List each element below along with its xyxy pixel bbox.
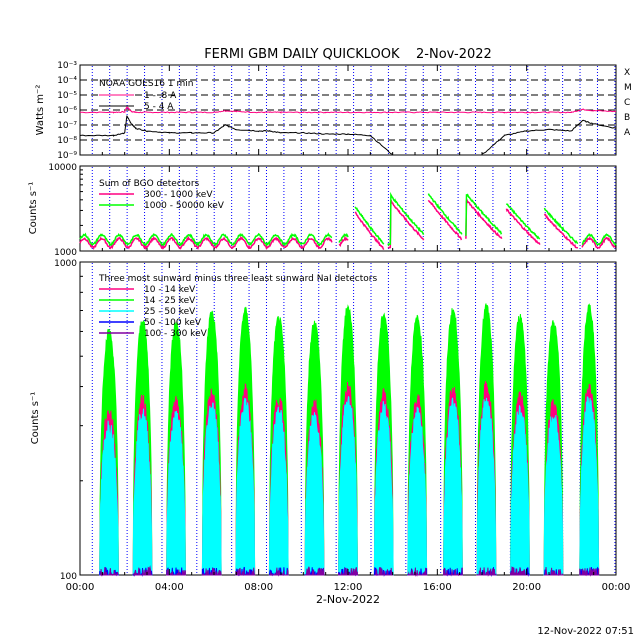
bgo-y-axis-label: Counts s⁻¹ (28, 182, 39, 235)
nai-series-band (133, 565, 152, 577)
nai-panel: 1000 100 Three most sunward minus three l… (30, 259, 617, 582)
nai-series-band (543, 415, 564, 576)
x-tick-label: 08:00 (244, 582, 273, 593)
nai-series-band (235, 567, 256, 577)
nai-legend-entry: 25 - 50 keV (144, 307, 196, 317)
nai-series-band (268, 406, 289, 576)
x-axis-ticks: 00:00 04:00 08:00 12:00 16:00 20:00 00:00 (66, 65, 631, 593)
nai-y-axis-label: Counts s⁻¹ (30, 392, 41, 445)
nai-series-band (544, 567, 564, 576)
nai-series-band (373, 401, 394, 576)
bgo-series-line (79, 198, 617, 251)
goes-class-label: A (624, 128, 631, 138)
y-tick-label: 10⁻⁶ (57, 106, 77, 116)
nai-series-band (166, 410, 186, 576)
nai-legend-title: Three most sunward minus three least sun… (98, 274, 377, 284)
nai-series-band (166, 569, 186, 576)
x-tick-label: 04:00 (155, 582, 184, 593)
y-tick-label: 1000 (54, 259, 77, 269)
goes-class-label: C (624, 98, 630, 108)
bgo-legend-entry: 1000 - 50000 keV (144, 201, 225, 211)
y-tick-label: 10⁻⁸ (57, 136, 77, 146)
nai-series-band (305, 566, 325, 576)
goes-legend-title: NOAA GOES16 1 min (99, 79, 193, 89)
goes-series (79, 106, 617, 155)
goes-class-label: X (624, 68, 630, 78)
nai-series-band (201, 402, 222, 576)
goes-class-label: B (624, 113, 630, 123)
y-tick-label: 100 (60, 572, 77, 582)
nai-series-band (510, 405, 530, 576)
y-tick-label: 10000 (48, 163, 77, 173)
x-axis-label: 2-Nov-2022 (316, 593, 380, 606)
nai-series-band (579, 567, 600, 577)
y-tick-label: 10⁻⁷ (57, 121, 77, 131)
nai-series-band (476, 397, 497, 576)
bgo-legend-title: Sum of BGO detectors (99, 179, 200, 189)
goes-series-line (79, 115, 617, 155)
nai-series-band (304, 412, 325, 576)
x-tick-label: 16:00 (423, 582, 452, 593)
nai-series-band (475, 567, 496, 577)
nai-series-band (407, 567, 428, 577)
nai-series-band (132, 408, 153, 576)
x-tick-label: 20:00 (512, 582, 541, 593)
nai-orbit-lines (91, 263, 616, 574)
goes-class-label: M (624, 83, 632, 93)
y-tick-label: 10⁻⁹ (57, 151, 77, 161)
nai-legend-entry: 100 - 300 keV (144, 329, 208, 339)
nai-series-band (269, 567, 289, 577)
nai-series-band (407, 406, 428, 576)
nai-series-band (235, 397, 256, 576)
goes-series-line (80, 106, 617, 114)
bgo-orbit-lines (91, 167, 616, 250)
goes-class-lines (80, 79, 616, 141)
goes-legend-entry: 5 - 4 A (144, 102, 174, 112)
nai-series-band (201, 568, 222, 576)
bgo-legend-entry: 300 - 1000 keV (144, 190, 213, 200)
nai-series (99, 303, 600, 577)
nai-legend-entry: 14 - 25 keV (144, 296, 196, 306)
footer-timestamp: 12-Nov-2022 07:51 (537, 626, 634, 637)
nai-series-band (99, 420, 119, 576)
nai-series-band (443, 397, 463, 576)
goes-legend-entry: 1 - .8 A (144, 91, 177, 101)
nai-legend-entry: 10 - 14 keV (144, 285, 196, 295)
nai-y-ticks: 1000 100 (54, 259, 86, 582)
y-tick-label: 1000 (54, 248, 77, 258)
y-tick-label: 10⁻³ (57, 61, 77, 71)
y-tick-label: 10⁻⁴ (57, 76, 77, 86)
goes-y-axis-label: Watts m⁻² (35, 85, 46, 136)
y-tick-label: 10⁻⁵ (57, 91, 77, 101)
x-tick-label: 00:00 (602, 582, 631, 593)
nai-legend-entry: 50 - 100 keV (144, 318, 202, 328)
goes-y-ticks: 10⁻³ 10⁻⁴ 10⁻⁵ 10⁻⁶ 10⁻⁷ 10⁻⁸ 10⁻⁹ (57, 61, 86, 161)
chart-title: FERMI GBM DAILY QUICKLOOK 2-Nov-2022 (204, 47, 492, 62)
x-tick-label: 12:00 (334, 582, 363, 593)
x-tick-label: 00:00 (66, 582, 95, 593)
bgo-series (79, 191, 617, 251)
goes-legend: NOAA GOES16 1 min 1 - .8 A5 - 4 A (99, 79, 193, 112)
nai-legend: Three most sunward minus three least sun… (98, 274, 377, 339)
bgo-series-line (79, 191, 617, 248)
nai-series-band (338, 396, 358, 576)
nai-series-band (579, 396, 600, 576)
nai-series-band (374, 567, 394, 576)
